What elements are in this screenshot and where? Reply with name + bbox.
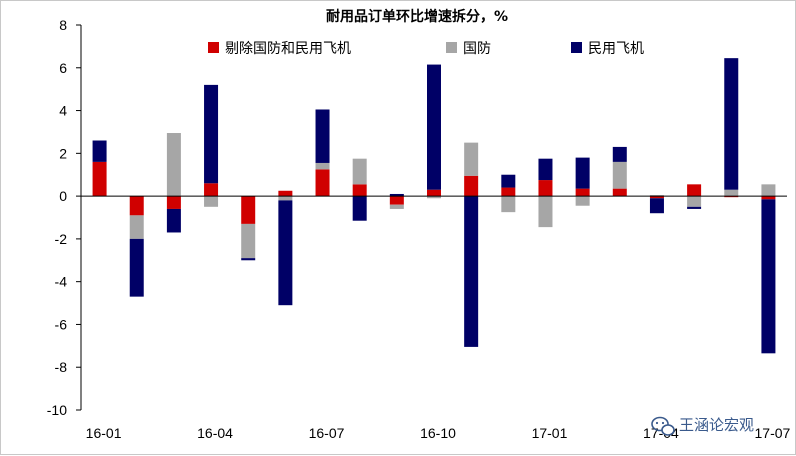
bar-defense-17-03 bbox=[612, 161, 627, 189]
bar-aircraft-16-12 bbox=[501, 174, 516, 188]
x-tick-label: 16-01 bbox=[86, 425, 122, 441]
bar-ex-defense-16-03 bbox=[166, 196, 181, 209]
y-tick-label: -10 bbox=[47, 402, 67, 418]
bar-defense-17-05 bbox=[687, 196, 702, 207]
bar-aircraft-16-08 bbox=[352, 196, 367, 221]
bar-ex-defense-16-10 bbox=[427, 189, 441, 197]
bar-aircraft-17-01 bbox=[538, 158, 553, 181]
y-tick-label: -2 bbox=[55, 231, 68, 247]
bar-defense-16-04 bbox=[204, 196, 219, 207]
y-tick-label: 4 bbox=[59, 103, 67, 119]
x-tick-label: 17-01 bbox=[532, 425, 568, 441]
x-tick-label: 17-07 bbox=[755, 425, 791, 441]
legend-label-defense: 国防 bbox=[463, 41, 491, 57]
bar-aircraft-16-11 bbox=[464, 196, 479, 347]
y-axis: 8 6 4 2 0 -2 -4 -6 -8 -10 bbox=[47, 17, 82, 418]
bar-ex-defense-16-09 bbox=[389, 196, 404, 205]
bar-ex-defense-17-02 bbox=[575, 188, 590, 197]
x-tick-label: 16-07 bbox=[309, 425, 345, 441]
legend-swatch-defense bbox=[446, 42, 457, 53]
bar-ex-defense-16-12 bbox=[501, 187, 516, 197]
bar-defense-17-07 bbox=[761, 184, 776, 197]
y-tick-label: 0 bbox=[59, 188, 67, 204]
bar-aircraft-16-02 bbox=[129, 238, 144, 297]
y-tick-label: -6 bbox=[55, 316, 68, 332]
watermark-text: 王涵论宏观 bbox=[679, 416, 754, 434]
bar-defense-16-10 bbox=[427, 196, 441, 199]
x-tick-label: 16-04 bbox=[197, 425, 233, 441]
bar-aircraft-16-07 bbox=[315, 109, 330, 163]
y-tick-label: 6 bbox=[59, 60, 67, 76]
bar-defense-17-01 bbox=[538, 196, 553, 228]
legend-label-aircraft: 民用飞机 bbox=[588, 41, 644, 57]
bar-defense-16-03 bbox=[166, 133, 181, 197]
bar-aircraft-17-03 bbox=[612, 146, 627, 162]
bar-aircraft-16-09 bbox=[389, 193, 404, 197]
chart-title: 耐用品订单环比增速拆分，% bbox=[326, 8, 508, 25]
x-tick-label: 16-10 bbox=[420, 425, 456, 441]
bar-ex-defense-16-06 bbox=[278, 190, 293, 197]
wechat-icon bbox=[651, 416, 675, 436]
bar-aircraft-17-07 bbox=[761, 199, 776, 354]
bar-ex-defense-16-08 bbox=[352, 184, 367, 197]
bar-ex-defense-16-05 bbox=[241, 196, 256, 224]
y-tick-label: 2 bbox=[59, 145, 67, 161]
bar-aircraft-16-05 bbox=[241, 258, 256, 261]
bar-aircraft-16-03 bbox=[166, 208, 181, 233]
bar-ex-defense-16-07 bbox=[315, 169, 330, 197]
y-tick-label: -8 bbox=[55, 359, 68, 375]
bar-defense-17-02 bbox=[575, 196, 590, 206]
legend-swatch-aircraft bbox=[571, 42, 582, 53]
bar-defense-16-12 bbox=[501, 196, 516, 213]
bar-ex-defense-17-06 bbox=[724, 196, 739, 198]
bar-aircraft-17-05 bbox=[687, 206, 702, 209]
bar-defense-17-06 bbox=[724, 189, 739, 197]
bar-defense-16-05 bbox=[241, 223, 256, 259]
bar-aircraft-16-06 bbox=[278, 200, 293, 306]
bar-defense-16-08 bbox=[352, 158, 367, 185]
bar-aircraft-16-10 bbox=[427, 64, 441, 190]
bars bbox=[92, 58, 776, 354]
bar-aircraft-16-04 bbox=[204, 84, 219, 184]
bar-defense-16-07 bbox=[315, 162, 330, 170]
bar-defense-16-02 bbox=[129, 215, 144, 239]
bar-ex-defense-16-11 bbox=[464, 175, 479, 197]
bar-defense-16-09 bbox=[389, 204, 404, 209]
bar-aircraft-17-06 bbox=[724, 58, 739, 190]
bar-aircraft-16-01 bbox=[92, 140, 107, 162]
bar-defense-17-04 bbox=[649, 195, 664, 197]
bar-defense-16-11 bbox=[464, 142, 479, 176]
y-tick-label: 8 bbox=[59, 17, 67, 33]
y-tick-label: -4 bbox=[55, 274, 68, 290]
bar-defense-16-06 bbox=[278, 196, 293, 201]
x-axis: 16-01 16-04 16-07 16-10 17-01 17-04 17-07 bbox=[81, 195, 791, 441]
legend: 剔除国防和民用飞机 国防 民用飞机 bbox=[208, 41, 644, 57]
bar-ex-defense-16-01 bbox=[92, 161, 107, 197]
bar-ex-defense-17-07 bbox=[761, 196, 776, 200]
watermark: 王涵论宏观 bbox=[651, 416, 754, 436]
legend-swatch-ex-defense bbox=[208, 42, 219, 53]
bar-ex-defense-17-05 bbox=[687, 184, 702, 197]
bar-ex-defense-17-03 bbox=[612, 188, 627, 197]
bar-ex-defense-17-01 bbox=[538, 180, 553, 197]
bar-aircraft-17-02 bbox=[575, 157, 590, 189]
bar-ex-defense-16-04 bbox=[204, 183, 219, 197]
bar-ex-defense-17-04 bbox=[649, 196, 664, 199]
bar-ex-defense-16-02 bbox=[129, 196, 144, 216]
legend-label-ex-defense: 剔除国防和民用飞机 bbox=[225, 41, 351, 57]
bar-aircraft-17-04 bbox=[649, 198, 664, 214]
